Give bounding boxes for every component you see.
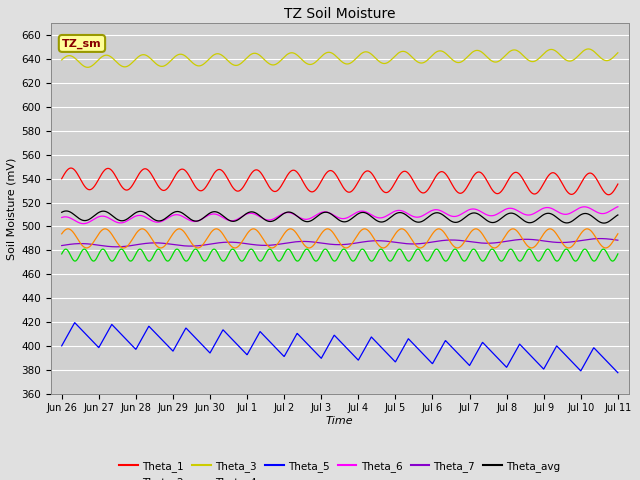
Theta_6 xyxy=(79,221,87,227)
Theta_4 xyxy=(86,254,94,260)
Line: Theta_1: Theta_1 xyxy=(61,168,618,195)
Theta_5 xyxy=(314,352,321,358)
Theta_avg xyxy=(614,212,621,218)
Theta_4 xyxy=(496,257,504,263)
Theta_avg xyxy=(328,212,336,218)
Theta_5 xyxy=(86,336,94,342)
Theta_6 xyxy=(598,211,605,216)
Theta_2 xyxy=(454,245,461,251)
Theta_1 xyxy=(328,168,336,174)
Theta_6 xyxy=(328,212,336,217)
X-axis label: Time: Time xyxy=(326,416,353,426)
Theta_avg xyxy=(62,208,70,214)
Theta_1 xyxy=(598,185,605,191)
Line: Theta_5: Theta_5 xyxy=(61,323,618,372)
Y-axis label: Soil Moisture (mV): Soil Moisture (mV) xyxy=(7,157,17,260)
Theta_1 xyxy=(314,184,321,190)
Theta_2 xyxy=(497,241,504,247)
Theta_4 xyxy=(598,247,606,252)
Theta_4 xyxy=(598,247,606,252)
Theta_7 xyxy=(58,243,65,249)
Text: TZ_sm: TZ_sm xyxy=(62,38,102,48)
Theta_3 xyxy=(58,57,65,63)
Line: Theta_2: Theta_2 xyxy=(61,229,618,248)
Theta_5 xyxy=(328,336,336,341)
Theta_7 xyxy=(614,237,621,243)
Theta_4 xyxy=(614,251,621,257)
Theta_avg xyxy=(496,216,504,222)
Theta_avg xyxy=(600,220,608,226)
Title: TZ Soil Moisture: TZ Soil Moisture xyxy=(284,7,396,21)
Theta_4 xyxy=(368,258,376,264)
Theta_2 xyxy=(328,229,336,235)
Theta_2 xyxy=(86,243,94,249)
Theta_3 xyxy=(328,50,336,56)
Theta_3 xyxy=(614,50,621,56)
Theta_1 xyxy=(58,176,65,181)
Theta_7 xyxy=(328,241,336,247)
Theta_6 xyxy=(496,210,504,216)
Theta_4 xyxy=(58,251,65,257)
Theta_3 xyxy=(584,46,592,52)
Theta_5 xyxy=(598,353,605,359)
Theta_4 xyxy=(314,258,321,264)
Theta_5 xyxy=(58,343,65,349)
Theta_2 xyxy=(598,243,606,249)
Theta_7 xyxy=(496,240,504,245)
Theta_3 xyxy=(314,57,321,63)
Theta_3 xyxy=(86,64,94,70)
Theta_5 xyxy=(71,320,79,325)
Theta_1 xyxy=(67,165,75,171)
Theta_avg xyxy=(314,213,321,219)
Theta_7 xyxy=(86,241,94,247)
Theta_2 xyxy=(614,231,621,237)
Theta_2 xyxy=(101,226,109,232)
Line: Theta_4: Theta_4 xyxy=(61,249,618,261)
Theta_7 xyxy=(596,236,604,241)
Theta_1 xyxy=(86,187,94,192)
Theta_5 xyxy=(614,370,621,375)
Line: Theta_3: Theta_3 xyxy=(61,49,618,67)
Theta_2 xyxy=(58,231,65,237)
Theta_1 xyxy=(605,192,612,198)
Line: Theta_6: Theta_6 xyxy=(61,207,618,224)
Theta_avg xyxy=(58,209,65,215)
Theta_7 xyxy=(598,236,606,241)
Theta_1 xyxy=(496,190,504,195)
Line: Theta_avg: Theta_avg xyxy=(61,211,618,223)
Theta_5 xyxy=(598,353,606,359)
Theta_4 xyxy=(328,256,336,262)
Theta_2 xyxy=(598,243,606,249)
Theta_avg xyxy=(598,220,605,226)
Theta_avg xyxy=(86,216,94,222)
Theta_4 xyxy=(544,246,552,252)
Theta_3 xyxy=(598,56,606,62)
Theta_6 xyxy=(614,204,621,210)
Theta_1 xyxy=(614,181,621,187)
Theta_7 xyxy=(314,240,321,245)
Theta_2 xyxy=(314,237,321,242)
Theta_6 xyxy=(598,211,606,216)
Line: Theta_7: Theta_7 xyxy=(61,239,618,247)
Legend: Theta_1, Theta_2, Theta_3, Theta_4, Theta_5, Theta_6, Theta_7, Theta_avg: Theta_1, Theta_2, Theta_3, Theta_4, Thet… xyxy=(115,456,564,480)
Theta_3 xyxy=(84,64,92,70)
Theta_6 xyxy=(314,211,321,217)
Theta_6 xyxy=(58,215,65,220)
Theta_6 xyxy=(86,218,94,224)
Theta_7 xyxy=(598,236,606,241)
Theta_3 xyxy=(598,56,606,62)
Theta_5 xyxy=(496,358,504,363)
Theta_1 xyxy=(598,186,606,192)
Theta_3 xyxy=(496,58,504,63)
Theta_avg xyxy=(598,220,606,226)
Theta_7 xyxy=(113,244,120,250)
